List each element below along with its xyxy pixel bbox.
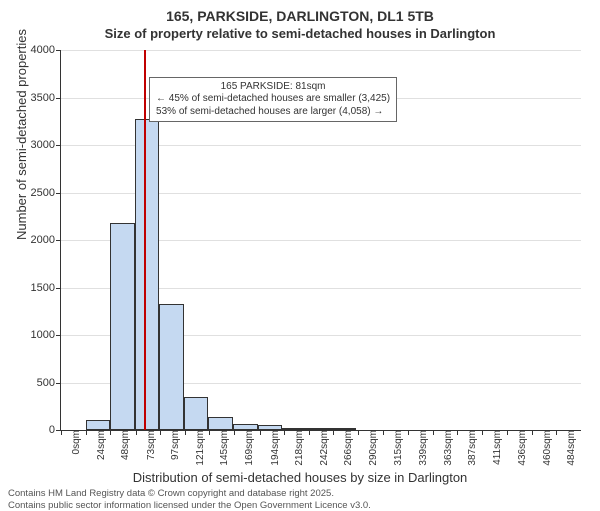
histogram-bar: [233, 424, 258, 430]
x-tick-mark: [532, 430, 533, 435]
x-tick-mark: [185, 430, 186, 435]
y-tick-label: 3000: [31, 139, 61, 151]
histogram-bar: [86, 420, 111, 430]
histogram-chart: 165, PARKSIDE, DARLINGTON, DL1 5TB Size …: [0, 0, 600, 500]
annotation-line: 53% of semi-detached houses are larger (…: [156, 106, 390, 119]
histogram-bar: [184, 397, 209, 430]
x-tick-mark: [86, 430, 87, 435]
x-tick-label: 145sqm: [213, 430, 230, 466]
y-tick-label: 3500: [31, 92, 61, 104]
histogram-bar: [135, 119, 160, 430]
y-tick-label: 0: [49, 424, 61, 436]
x-tick-mark: [383, 430, 384, 435]
x-tick-mark: [309, 430, 310, 435]
y-tick-label: 4000: [31, 44, 61, 56]
histogram-bar: [331, 428, 356, 430]
x-tick-label: 194sqm: [264, 430, 281, 466]
x-tick-label: 73sqm: [140, 430, 157, 460]
x-tick-label: 218sqm: [288, 430, 305, 466]
x-tick-label: 169sqm: [238, 430, 255, 466]
x-tick-label: 266sqm: [337, 430, 354, 466]
x-tick-label: 484sqm: [560, 430, 577, 466]
histogram-bar: [307, 428, 332, 430]
annotation-line: ← 45% of semi-detached houses are smalle…: [156, 93, 390, 106]
y-tick-label: 1000: [31, 329, 61, 341]
x-tick-label: 121sqm: [189, 430, 206, 466]
footer-line2: Contains public sector information licen…: [8, 500, 371, 511]
x-tick-mark: [556, 430, 557, 435]
x-tick-label: 290sqm: [362, 430, 379, 466]
x-tick-mark: [136, 430, 137, 435]
histogram-bar: [159, 304, 184, 430]
x-tick-mark: [482, 430, 483, 435]
chart-title-line1: 165, PARKSIDE, DARLINGTON, DL1 5TB: [0, 8, 600, 24]
reference-line: [144, 50, 146, 430]
x-tick-mark: [209, 430, 210, 435]
chart-title-line2: Size of property relative to semi-detach…: [0, 26, 600, 41]
y-tick-label: 500: [37, 377, 61, 389]
x-axis-label: Distribution of semi-detached houses by …: [0, 470, 600, 485]
histogram-bar: [208, 417, 233, 430]
x-tick-mark: [284, 430, 285, 435]
x-tick-label: 48sqm: [114, 430, 131, 460]
footer-line1: Contains HM Land Registry data © Crown c…: [8, 488, 334, 499]
y-tick-label: 2000: [31, 234, 61, 246]
x-tick-label: 315sqm: [387, 430, 404, 466]
x-tick-mark: [234, 430, 235, 435]
x-tick-mark: [433, 430, 434, 435]
x-tick-label: 97sqm: [164, 430, 181, 460]
y-tick-label: 1500: [31, 282, 61, 294]
grid-line: [61, 50, 581, 51]
x-tick-label: 242sqm: [313, 430, 330, 466]
x-tick-label: 339sqm: [412, 430, 429, 466]
x-tick-label: 24sqm: [90, 430, 107, 460]
annotation-box: 165 PARKSIDE: 81sqm← 45% of semi-detache…: [149, 77, 397, 123]
x-tick-mark: [507, 430, 508, 435]
x-tick-label: 436sqm: [511, 430, 528, 466]
x-tick-mark: [260, 430, 261, 435]
x-tick-label: 387sqm: [461, 430, 478, 466]
x-tick-mark: [61, 430, 62, 435]
x-tick-mark: [358, 430, 359, 435]
x-tick-label: 411sqm: [486, 430, 503, 465]
x-tick-mark: [333, 430, 334, 435]
x-tick-label: 363sqm: [437, 430, 454, 466]
plot-area: 050010001500200025003000350040000sqm24sq…: [60, 50, 581, 431]
x-tick-mark: [110, 430, 111, 435]
x-tick-mark: [457, 430, 458, 435]
histogram-bar: [282, 428, 307, 430]
x-tick-label: 0sqm: [65, 430, 82, 454]
x-tick-mark: [160, 430, 161, 435]
annotation-title: 165 PARKSIDE: 81sqm: [156, 81, 390, 94]
histogram-bar: [110, 223, 135, 430]
x-tick-label: 460sqm: [536, 430, 553, 466]
x-tick-mark: [408, 430, 409, 435]
y-tick-label: 2500: [31, 187, 61, 199]
histogram-bar: [258, 425, 283, 430]
y-axis-label: Number of semi-detached properties: [14, 29, 29, 240]
